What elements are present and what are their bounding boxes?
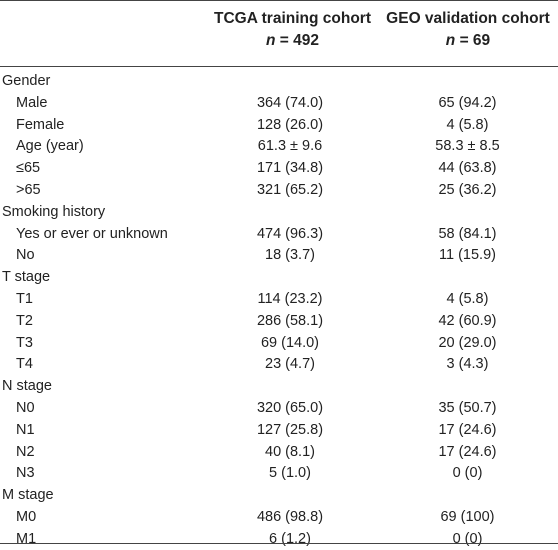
table-row: N stage (0, 375, 558, 397)
tcga-value-cell: 18 (3.7) (265, 247, 315, 264)
geo-value-cell: 25 (36.2) (438, 182, 497, 198)
tcga-value-cell: 23 (4.7) (265, 356, 315, 373)
col2-n: n = 69 (378, 32, 558, 50)
tcga-value-cell: 486 (98.8) (256, 509, 324, 525)
col1-title: TCGA training cohort (214, 10, 371, 27)
tcga-value-cell: 40 (8.1) (265, 443, 315, 460)
tcga-value-cell: 364 (74.0) (256, 94, 324, 111)
tcga-value-cell: 171 (34.8) (256, 160, 324, 177)
col1-n-value: = 492 (279, 32, 319, 49)
tcga-value-cell: 61.3 ± 9.6 (257, 138, 323, 155)
geo-value-cell: 35 (50.7) (438, 400, 497, 416)
row-label: M0 (16, 509, 37, 525)
table-row: Male 364 (74.0) 65 (94.2) (0, 92, 558, 114)
table-row: T stage (0, 266, 558, 288)
row-label: ≤65 (16, 160, 41, 177)
col2-n-value: = 69 (459, 32, 491, 49)
geo-value-cell: 0 (0) (452, 530, 483, 547)
geo-value-cell: 4 (5.8) (446, 116, 489, 133)
geo-value-cell: 58.3 ± 8.5 (435, 138, 500, 155)
geo-value-cell: 4 (5.8) (446, 291, 489, 307)
group-label: Gender (2, 73, 51, 89)
table-row: >65 321 (65.2) 25 (36.2) (0, 179, 558, 201)
geo-value-cell: 0 (0) (452, 465, 483, 482)
top-rule (0, 0, 558, 1)
geo-value-cell: 11 (15.9) (439, 247, 496, 264)
row-label: Female (16, 116, 65, 133)
geo-value-cell: 42 (60.9) (438, 312, 497, 329)
geo-value-cell: 17 (24.6) (438, 443, 497, 460)
geo-value-cell: 3 (4.3) (446, 356, 489, 373)
geo-value-cell: 58 (84.1) (438, 225, 497, 242)
table-row: M1 6 (1.2) 0 (0) (0, 528, 558, 550)
table-row: M stage (0, 484, 558, 506)
table-row: T1 114 (23.2) 4 (5.8) (0, 288, 558, 310)
group-label: T stage (2, 269, 51, 286)
col1-n-label: n (265, 32, 276, 49)
col1-n: n = 492 (200, 32, 385, 50)
group-label: N stage (2, 378, 52, 395)
tcga-value-cell: 320 (65.0) (256, 400, 324, 416)
bottom-rule (0, 543, 558, 544)
tcga-value-cell: 5 (1.0) (269, 465, 311, 482)
tcga-value-cell: 114 (23.2) (257, 291, 323, 307)
table-row: N1 127 (25.8) 17 (24.6) (0, 419, 558, 441)
col2-header: GEO validation cohort n = 69 (378, 10, 558, 50)
geo-value-cell: 44 (63.8) (438, 160, 497, 177)
table-row: ≤65 171 (34.8) 44 (63.8) (0, 157, 558, 179)
tcga-value-cell: 474 (96.3) (256, 225, 324, 242)
table-row: N3 5 (1.0) 0 (0) (0, 462, 558, 484)
tcga-value-cell: 69 (14.0) (260, 334, 320, 351)
table-row: T4 23 (4.7) 3 (4.3) (0, 353, 558, 375)
row-label: N2 (16, 443, 35, 460)
row-label: Yes or ever or unknown (16, 225, 168, 242)
row-label: Age (year) (16, 138, 84, 155)
row-label: T4 (16, 356, 33, 373)
row-label: T3 (16, 334, 33, 351)
row-label: T1 (16, 291, 33, 307)
row-label: T2 (16, 312, 33, 329)
header-rule (0, 66, 558, 67)
row-label: Male (16, 94, 48, 111)
table-row: N0 320 (65.0) 35 (50.7) (0, 397, 558, 419)
row-label: N3 (16, 465, 35, 482)
tcga-value-cell: 127 (25.8) (256, 421, 324, 438)
geo-value-cell: 65 (94.2) (438, 94, 497, 111)
tcga-value-cell: 286 (58.1) (256, 312, 324, 329)
tcga-value-cell: 321 (65.2) (256, 182, 324, 198)
geo-value-cell: 17 (24.6) (438, 421, 497, 438)
group-label: Smoking history (2, 203, 106, 220)
table-row: Gender (0, 70, 558, 92)
row-label: >65 (16, 182, 41, 198)
row-label: N1 (16, 421, 35, 438)
row-label: M1 (16, 530, 37, 547)
table-row: Yes or ever or unknown 474 (96.3) 58 (84.1… (0, 223, 558, 245)
table-row: No 18 (3.7) 11 (15.9) (0, 244, 558, 266)
table-row: Smoking history (0, 201, 558, 223)
geo-value-cell: 69 (100) (440, 509, 495, 525)
row-label: No (16, 247, 35, 264)
table-row: Female 128 (26.0) 4 (5.8) (0, 114, 558, 136)
table-row: T3 69 (14.0) 20 (29.0) (0, 332, 558, 354)
col2-title: GEO validation cohort (386, 10, 550, 27)
col2-n-label: n (445, 32, 456, 49)
group-label: M stage (2, 487, 54, 504)
col1-header: TCGA training cohort n = 492 (200, 10, 385, 50)
table-row: M0 486 (98.8) 69 (100) (0, 506, 558, 528)
table-row: T2 286 (58.1) 42 (60.9) (0, 310, 558, 332)
tcga-value-cell: 128 (26.0) (256, 116, 324, 133)
row-label: N0 (16, 400, 35, 416)
geo-value-cell: 20 (29.0) (438, 334, 497, 351)
table-row: N2 40 (8.1) 17 (24.6) (0, 441, 558, 463)
tcga-value-cell: 6 (1.2) (269, 530, 311, 547)
table-row: Age (year) 61.3 ± 9.6 58.3 ± 8.5 (0, 135, 558, 157)
